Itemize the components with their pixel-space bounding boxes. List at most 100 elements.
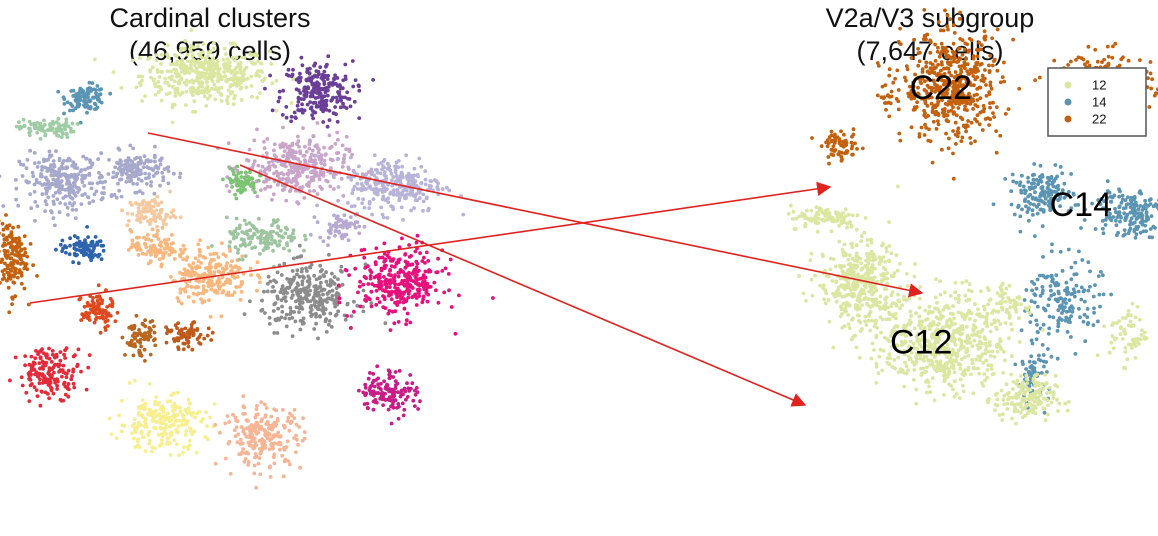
cluster-point [54,247,58,252]
cluster-point [130,58,135,63]
cluster-point [42,118,46,123]
cluster-point [316,150,321,155]
subgroup-point-22 [917,59,922,64]
cluster-point [449,305,454,309]
cluster-point [318,65,323,69]
cluster-point [290,143,295,148]
cluster-point [397,369,402,373]
cluster-point [290,269,295,273]
cluster-point [378,171,383,176]
cluster-point [148,352,153,357]
cluster-point [311,134,316,138]
cluster-point [399,170,404,175]
cluster-point [262,146,267,151]
cluster-point [289,169,293,174]
cluster-point [231,233,236,237]
cluster-point [393,383,398,387]
cluster-point [73,98,78,103]
cluster-point [218,430,222,435]
cluster-point [234,216,239,221]
cluster-point [305,70,309,74]
cluster-point [80,193,85,198]
cluster-point [270,108,275,113]
cluster-point [259,61,264,66]
subgroup-point-22 [954,142,958,146]
cluster-point [279,228,283,233]
subgroup-point-22 [973,139,977,144]
cluster-point [198,332,203,337]
cluster-point [152,77,157,82]
cluster-point [100,196,105,200]
cluster-point [300,167,304,172]
cluster-point [27,180,31,185]
cluster-point [193,271,198,276]
subgroup-point-22 [966,119,970,123]
cluster-point [191,320,195,325]
cluster-point [71,160,76,165]
cluster-point [71,129,76,134]
cluster-point [369,391,373,396]
cluster-point [206,326,211,331]
cluster-point [298,79,303,83]
cluster-point [108,91,113,96]
cluster-point [130,238,135,243]
cluster-point [149,252,153,257]
cluster-point [132,436,136,441]
cluster-point [313,61,318,66]
cluster-point [257,74,262,78]
cluster-point [212,41,216,45]
cluster-point [14,186,19,191]
cluster-point [280,310,285,314]
cluster-point [169,393,174,398]
subgroup-point-22 [942,114,946,118]
cluster-point [125,223,130,228]
cluster-point [51,177,56,182]
cluster-point [318,235,323,240]
cluster-point [164,222,169,227]
cluster-point [291,67,295,72]
cluster-point [328,184,333,189]
cluster-point [302,436,307,441]
subgroup-point-22 [951,176,956,181]
cluster-point [288,312,293,316]
cluster-point [65,371,69,376]
cluster-point [365,406,370,410]
cluster-point [195,78,200,83]
cluster-point [226,141,231,146]
cluster-point [247,221,252,225]
cluster-point [197,253,202,258]
cluster-point [262,240,266,245]
cluster-point [54,352,59,357]
cluster-point [373,262,378,267]
cluster-point [45,169,50,174]
cluster-point [338,105,343,110]
cluster-point [187,273,192,278]
cluster-point [145,334,150,339]
cluster-point [373,168,378,172]
cluster-point [49,163,53,168]
cluster-point [35,121,40,125]
subgroup-point-22 [958,37,963,41]
cluster-point [296,139,301,144]
cluster-point [115,310,120,315]
cluster-point [400,236,404,241]
cluster-point [249,428,254,433]
cluster-point [175,59,180,64]
cluster-point [265,289,270,294]
cluster-point [28,148,32,153]
cluster-point [84,310,88,315]
cluster-point [277,243,282,247]
cluster-point [86,314,91,319]
cluster-point [322,274,326,279]
cluster-point [294,433,298,438]
cluster-point [416,189,421,194]
cluster-point [389,421,394,426]
subgroup-point-22 [975,113,980,118]
cluster-point [116,167,121,171]
subgroup-point-22 [973,77,978,82]
cluster-point [393,273,397,277]
cluster-point [158,248,163,253]
cluster-point [296,290,301,295]
cluster-point [180,412,185,417]
cluster-point [71,94,76,98]
